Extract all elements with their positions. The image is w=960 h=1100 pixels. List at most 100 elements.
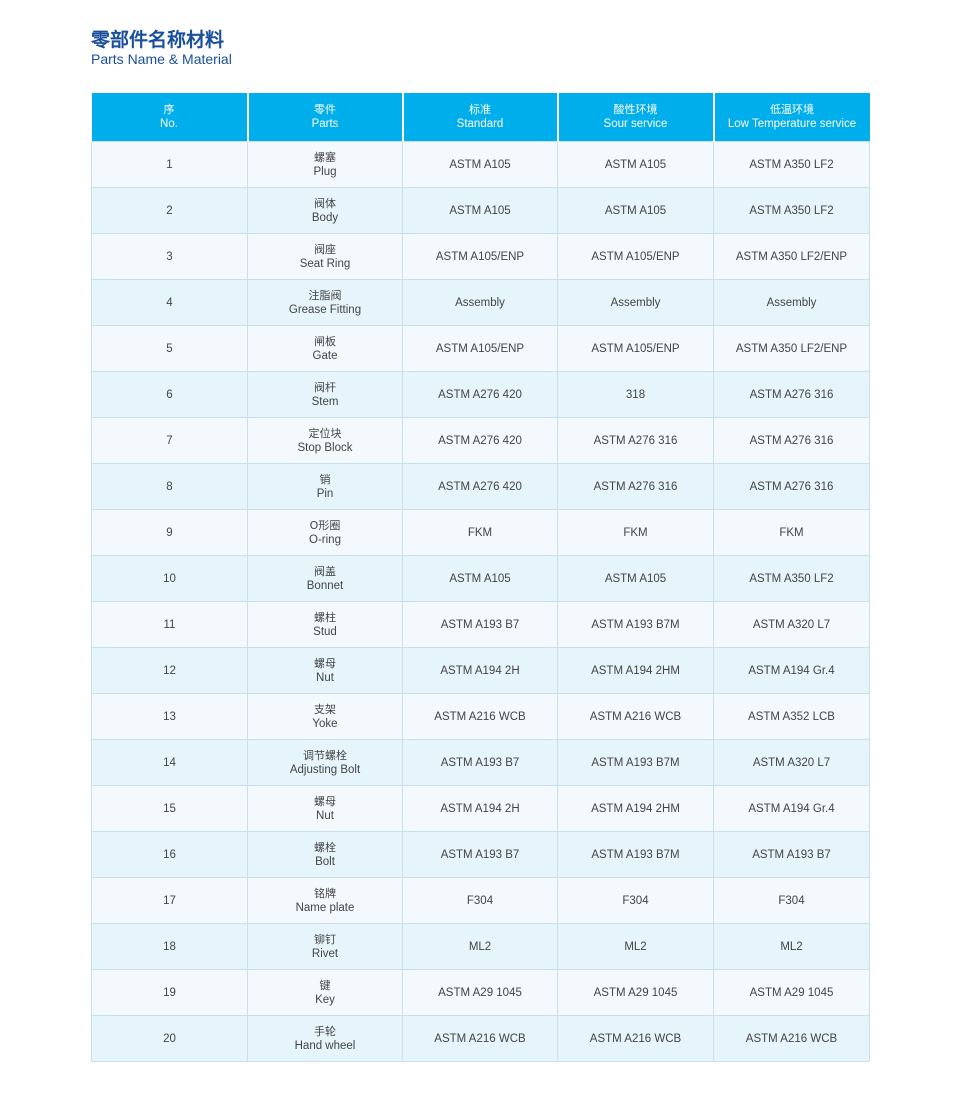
header-parts: 零件 Parts xyxy=(247,93,404,142)
cell-standard: ASTM A276 420 xyxy=(402,371,558,418)
header-low-temp: 低温环境 Low Temperature service xyxy=(713,93,870,142)
cell-no: 2 xyxy=(91,187,248,234)
cell-standard: ASTM A105 xyxy=(402,555,558,602)
cell-standard: ASTM A105/ENP xyxy=(402,325,558,372)
cell-no: 16 xyxy=(91,831,248,878)
header-no: 序 No. xyxy=(91,93,249,142)
cell-low-temp: ASTM A350 LF2/ENP xyxy=(713,325,870,372)
cell-standard: ASTM A193 B7 xyxy=(402,739,558,786)
part-name-en: Stop Block xyxy=(297,441,353,454)
cell-part: 铆钉 Rivet xyxy=(247,923,403,970)
cell-sour: ASTM A105/ENP xyxy=(557,233,714,280)
cell-sour: ASTM A193 B7M xyxy=(557,601,714,648)
cell-sour: ASTM A105 xyxy=(557,141,714,188)
part-name-en: Adjusting Bolt xyxy=(289,763,361,776)
cell-low-temp: ASTM A350 LF2 xyxy=(713,141,870,188)
cell-low-temp: ML2 xyxy=(713,923,870,970)
part-name-en: Bolt xyxy=(315,855,335,868)
part-name-cn: 手轮 xyxy=(314,1024,336,1038)
page-title-en: Parts Name & Material xyxy=(91,51,232,67)
table-row: 10 阀盖 Bonnet ASTM A105 ASTM A105 ASTM A350 LF… xyxy=(91,555,870,602)
cell-low-temp: ASTM A350 LF2 xyxy=(713,187,870,234)
header-sour-cn: 酸性环境 xyxy=(613,103,658,116)
part-name-en: Rivet xyxy=(311,947,339,960)
cell-no: 17 xyxy=(91,877,248,924)
table-header-row: 序 No. 零件 Parts 标准 Standard 酸性环境 Sour service… xyxy=(91,93,870,142)
cell-low-temp: ASTM A320 L7 xyxy=(713,601,870,648)
header-sour-en: Sour service xyxy=(603,118,668,130)
cell-no: 7 xyxy=(91,417,248,464)
cell-part: 注脂阀 Grease Fitting xyxy=(247,279,403,326)
part-name-cn: 键 xyxy=(319,978,331,992)
part-name-en: Plug xyxy=(313,165,337,178)
header-no-cn: 序 xyxy=(163,103,175,116)
part-name-cn: 调节螺栓 xyxy=(303,748,347,762)
header-low-temp-en: Low Temperature service xyxy=(727,118,857,130)
cell-low-temp: ASTM A350 LF2/ENP xyxy=(713,233,870,280)
table-row: 19 键 Key ASTM A29 1045 ASTM A29 1045 ASTM A29… xyxy=(91,969,870,1016)
cell-low-temp: ASTM A193 B7 xyxy=(713,831,870,878)
cell-part: 阀体 Body xyxy=(247,187,403,234)
cell-sour: ASTM A105 xyxy=(557,555,714,602)
table-row: 11 螺柱 Stud ASTM A193 B7 ASTM A193 B7M ASTM A3… xyxy=(91,601,870,648)
cell-standard: FKM xyxy=(402,509,558,556)
cell-standard: ASTM A105 xyxy=(402,141,558,188)
cell-no: 20 xyxy=(91,1015,248,1062)
table-row: 12 螺母 Nut ASTM A194 2H ASTM A194 2HM ASTM A19… xyxy=(91,647,870,694)
cell-part: 螺塞 Plug xyxy=(247,141,403,188)
cell-low-temp: ASTM A216 WCB xyxy=(713,1015,870,1062)
part-name-en: Stud xyxy=(313,625,337,638)
cell-part: 销 Pin xyxy=(247,463,403,510)
table-row: 17 铭牌 Name plate F304 F304 F304 xyxy=(91,877,870,924)
part-name-cn: 螺塞 xyxy=(314,150,336,164)
part-name-cn: 螺柱 xyxy=(314,610,336,624)
cell-no: 11 xyxy=(91,601,248,648)
table-row: 14 调节螺栓 Adjusting Bolt ASTM A193 B7 ASTM A19… xyxy=(91,739,870,786)
parts-material-table: 序 No. 零件 Parts 标准 Standard 酸性环境 Sour service… xyxy=(91,93,870,1062)
cell-sour: F304 xyxy=(557,877,714,924)
header-low-temp-cn: 低温环境 xyxy=(770,103,814,116)
cell-standard: ASTM A276 420 xyxy=(402,417,558,464)
cell-part: 手轮 Hand wheel xyxy=(247,1015,403,1062)
cell-standard: F304 xyxy=(402,877,558,924)
cell-no: 19 xyxy=(91,969,248,1016)
part-name-en: Body xyxy=(311,211,339,224)
table-row: 5 闸板 Gate ASTM A105/ENP ASTM A105/ENP ASTM A3… xyxy=(91,325,870,372)
cell-sour: 318 xyxy=(557,371,714,418)
cell-part: 阀盖 Bonnet xyxy=(247,555,403,602)
table-row: 1 螺塞 Plug ASTM A105 ASTM A105 ASTM A350 LF2 xyxy=(91,141,870,188)
cell-standard: ASTM A216 WCB xyxy=(402,693,558,740)
part-name-en: Pin xyxy=(316,487,334,500)
cell-no: 3 xyxy=(91,233,248,280)
part-name-cn: 阀杆 xyxy=(314,380,336,394)
header-sour: 酸性环境 Sour service xyxy=(557,93,715,142)
part-name-en: Nut xyxy=(316,671,334,684)
part-name-en: Name plate xyxy=(295,901,355,914)
part-name-cn: O形圈 xyxy=(309,518,341,532)
cell-low-temp: FKM xyxy=(713,509,870,556)
cell-sour: ASTM A193 B7M xyxy=(557,831,714,878)
part-name-en: Bonnet xyxy=(306,579,344,592)
cell-part: 支架 Yoke xyxy=(247,693,403,740)
cell-no: 12 xyxy=(91,647,248,694)
table-row: 4 注脂阀 Grease Fitting Assembly Assembly Assemb… xyxy=(91,279,870,326)
part-name-en: Hand wheel xyxy=(294,1039,356,1052)
cell-part: 定位块 Stop Block xyxy=(247,417,403,464)
cell-sour: ASTM A194 2HM xyxy=(557,647,714,694)
table-row: 18 铆钉 Rivet ML2 ML2 ML2 xyxy=(91,923,870,970)
cell-part: 螺栓 Bolt xyxy=(247,831,403,878)
cell-no: 10 xyxy=(91,555,248,602)
cell-sour: ASTM A194 2HM xyxy=(557,785,714,832)
part-name-en: Nut xyxy=(316,809,334,822)
part-name-en: Seat Ring xyxy=(299,257,351,270)
cell-low-temp: ASTM A194 Gr.4 xyxy=(713,647,870,694)
cell-part: 阀座 Seat Ring xyxy=(247,233,403,280)
part-name-cn: 铆钉 xyxy=(314,932,336,946)
cell-standard: ASTM A193 B7 xyxy=(402,601,558,648)
cell-part: 阀杆 Stem xyxy=(247,371,403,418)
cell-low-temp: ASTM A276 316 xyxy=(713,417,870,464)
cell-standard: ASTM A105 xyxy=(402,187,558,234)
cell-sour: ASTM A105/ENP xyxy=(557,325,714,372)
part-name-en: Gate xyxy=(312,349,338,362)
cell-no: 6 xyxy=(91,371,248,418)
